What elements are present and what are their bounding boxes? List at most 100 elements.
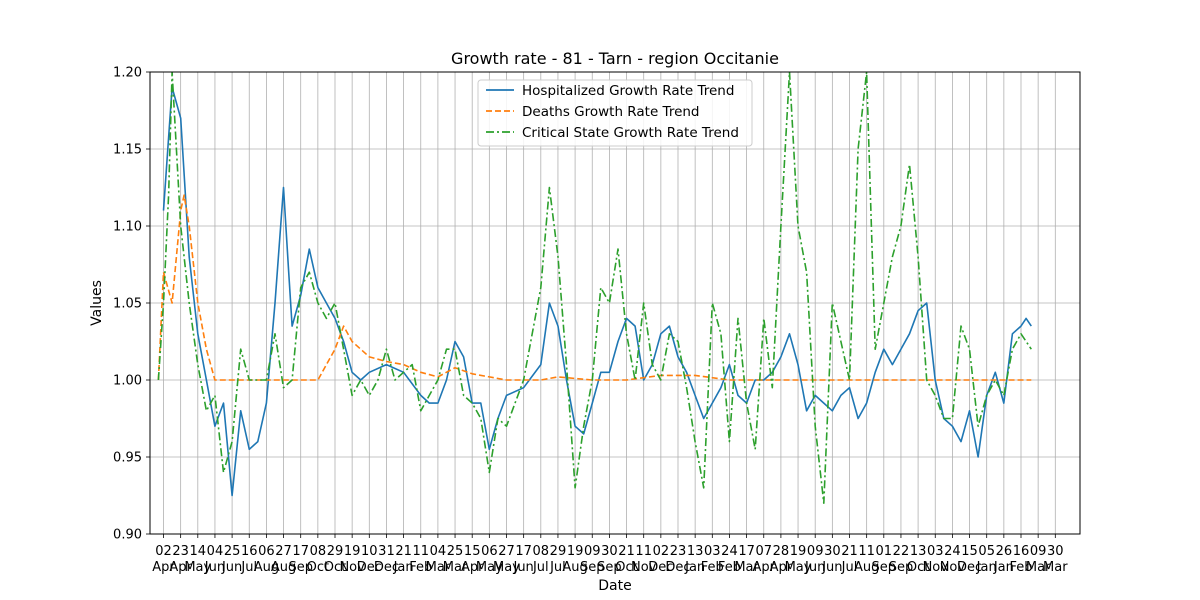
x-tick-month-label: Aug — [562, 560, 587, 575]
legend: Hospitalized Growth Rate Trend Deaths Gr… — [477, 79, 753, 147]
x-tick-month-label: Mar — [1026, 560, 1051, 575]
x-tick-month-label: Mar — [734, 560, 759, 575]
x-tick-day-label: 02 — [653, 544, 670, 559]
x-tick-day-label: 21 — [618, 544, 635, 559]
x-tick-month-label: Sep — [288, 560, 313, 575]
x-tick-day-label: 28 — [773, 544, 790, 559]
x-tick-day-label: 07 — [755, 544, 772, 559]
x-tick-day-label: 05 — [978, 544, 995, 559]
x-tick-month-label: Jan — [684, 560, 705, 575]
x-tick-day-label: 19 — [790, 544, 807, 559]
x-tick-month-label: Oct — [307, 560, 329, 575]
x-axis: 02Apr23Apr14May04Jun25Jun16Jul06Aug27Aug… — [152, 534, 1068, 575]
x-tick-month-label: May — [476, 560, 503, 575]
x-tick-month-label: Nov — [339, 560, 365, 575]
x-tick-month-label: Oct — [907, 560, 929, 575]
x-tick-month-label: Jul — [841, 560, 858, 575]
x-tick-month-label: Jan — [393, 560, 414, 575]
y-tick-label: 1.15 — [113, 143, 142, 158]
x-tick-day-label: 25 — [224, 544, 241, 559]
x-tick-month-label: Oct — [615, 560, 637, 575]
y-tick-label: 1.10 — [113, 220, 142, 235]
x-tick-day-label: 13 — [687, 544, 704, 559]
x-tick-day-label: 27 — [498, 544, 515, 559]
x-tick-day-label: 29 — [550, 544, 567, 559]
x-tick-day-label: 11 — [858, 544, 875, 559]
x-tick-day-label: 23 — [670, 544, 687, 559]
x-tick-day-label: 01 — [876, 544, 893, 559]
x-tick-month-label: Feb — [1009, 560, 1032, 575]
x-tick-month-label: May — [785, 560, 812, 575]
x-tick-day-label: 16 — [1013, 544, 1030, 559]
x-tick-day-label: 25 — [447, 544, 464, 559]
x-tick-day-label: 22 — [893, 544, 910, 559]
x-tick-day-label: 04 — [207, 544, 224, 559]
chart-title: Growth rate - 81 - Tarn - region Occitan… — [451, 49, 779, 68]
deaths-series-line — [157, 194, 1032, 381]
x-tick-month-label: Mar — [1043, 560, 1068, 575]
x-tick-day-label: 10 — [361, 544, 378, 559]
x-tick-month-label: Jun — [804, 560, 825, 575]
x-tick-month-label: Mar — [443, 560, 468, 575]
x-tick-month-label: Nov — [940, 560, 966, 575]
x-tick-month-label: Dec — [374, 560, 399, 575]
x-tick-month-label: Jul — [532, 560, 549, 575]
x-tick-day-label: 21 — [395, 544, 412, 559]
x-tick-month-label: May — [184, 560, 211, 575]
x-tick-day-label: 27 — [275, 544, 292, 559]
legend-box — [477, 79, 753, 147]
x-tick-month-label: Jul — [549, 560, 566, 575]
x-tick-month-label: Jan — [993, 560, 1014, 575]
x-tick-day-label: 24 — [944, 544, 961, 559]
x-tick-day-label: 11 — [412, 544, 429, 559]
x-tick-day-label: 09 — [1030, 544, 1047, 559]
x-tick-day-label: 30 — [824, 544, 841, 559]
x-tick-month-label: Oct — [324, 560, 346, 575]
y-tick-label: 1.20 — [113, 66, 142, 81]
x-tick-day-label: 11 — [635, 544, 652, 559]
x-tick-day-label: 15 — [464, 544, 481, 559]
x-tick-month-label: Feb — [701, 560, 724, 575]
x-tick-month-label: Sep — [872, 560, 897, 575]
x-tick-month-label: Aug — [254, 560, 279, 575]
x-tick-month-label: Sep — [889, 560, 914, 575]
x-tick-day-label: 21 — [841, 544, 858, 559]
x-tick-month-label: Aug — [854, 560, 879, 575]
x-tick-day-label: 30 — [1047, 544, 1064, 559]
legend-hospitalized-label: Hospitalized Growth Rate Trend — [522, 83, 734, 99]
x-tick-month-label: May — [493, 560, 520, 575]
x-tick-day-label: 03 — [927, 544, 944, 559]
x-tick-day-label: 15 — [961, 544, 978, 559]
x-tick-month-label: Feb — [409, 560, 432, 575]
x-tick-day-label: 14 — [190, 544, 207, 559]
x-tick-day-label: 04 — [430, 544, 447, 559]
x-tick-day-label: 06 — [258, 544, 275, 559]
x-tick-day-label: 23 — [172, 544, 189, 559]
x-tick-month-label: Dec — [957, 560, 982, 575]
x-tick-month-label: Sep — [580, 560, 605, 575]
x-tick-month-label: Jan — [976, 560, 997, 575]
x-tick-month-label: Apr — [169, 560, 192, 575]
legend-deaths-label: Deaths Growth Rate Trend — [522, 104, 700, 120]
x-tick-day-label: 02 — [155, 544, 172, 559]
x-tick-day-label: 08 — [533, 544, 550, 559]
x-axis-label: Date — [598, 578, 631, 594]
y-tick-label: 1.05 — [113, 297, 142, 312]
x-tick-month-label: Jun — [221, 560, 242, 575]
x-tick-month-label: Apr — [753, 560, 776, 575]
x-tick-month-label: Aug — [271, 560, 296, 575]
legend-critical-label: Critical State Growth Rate Trend — [522, 125, 739, 141]
hospitalized-series-line — [162, 86, 1032, 497]
x-tick-day-label: 19 — [567, 544, 584, 559]
x-tick-day-label: 29 — [327, 544, 344, 559]
x-tick-day-label: 31 — [378, 544, 395, 559]
x-tick-day-label: 17 — [738, 544, 755, 559]
x-tick-day-label: 17 — [292, 544, 309, 559]
x-tick-month-label: Jun — [512, 560, 533, 575]
x-tick-month-label: Apr — [770, 560, 793, 575]
x-tick-month-label: Nov — [923, 560, 949, 575]
x-tick-month-label: Dec — [648, 560, 673, 575]
critical-series-line — [157, 72, 1032, 504]
x-tick-day-label: 19 — [344, 544, 361, 559]
